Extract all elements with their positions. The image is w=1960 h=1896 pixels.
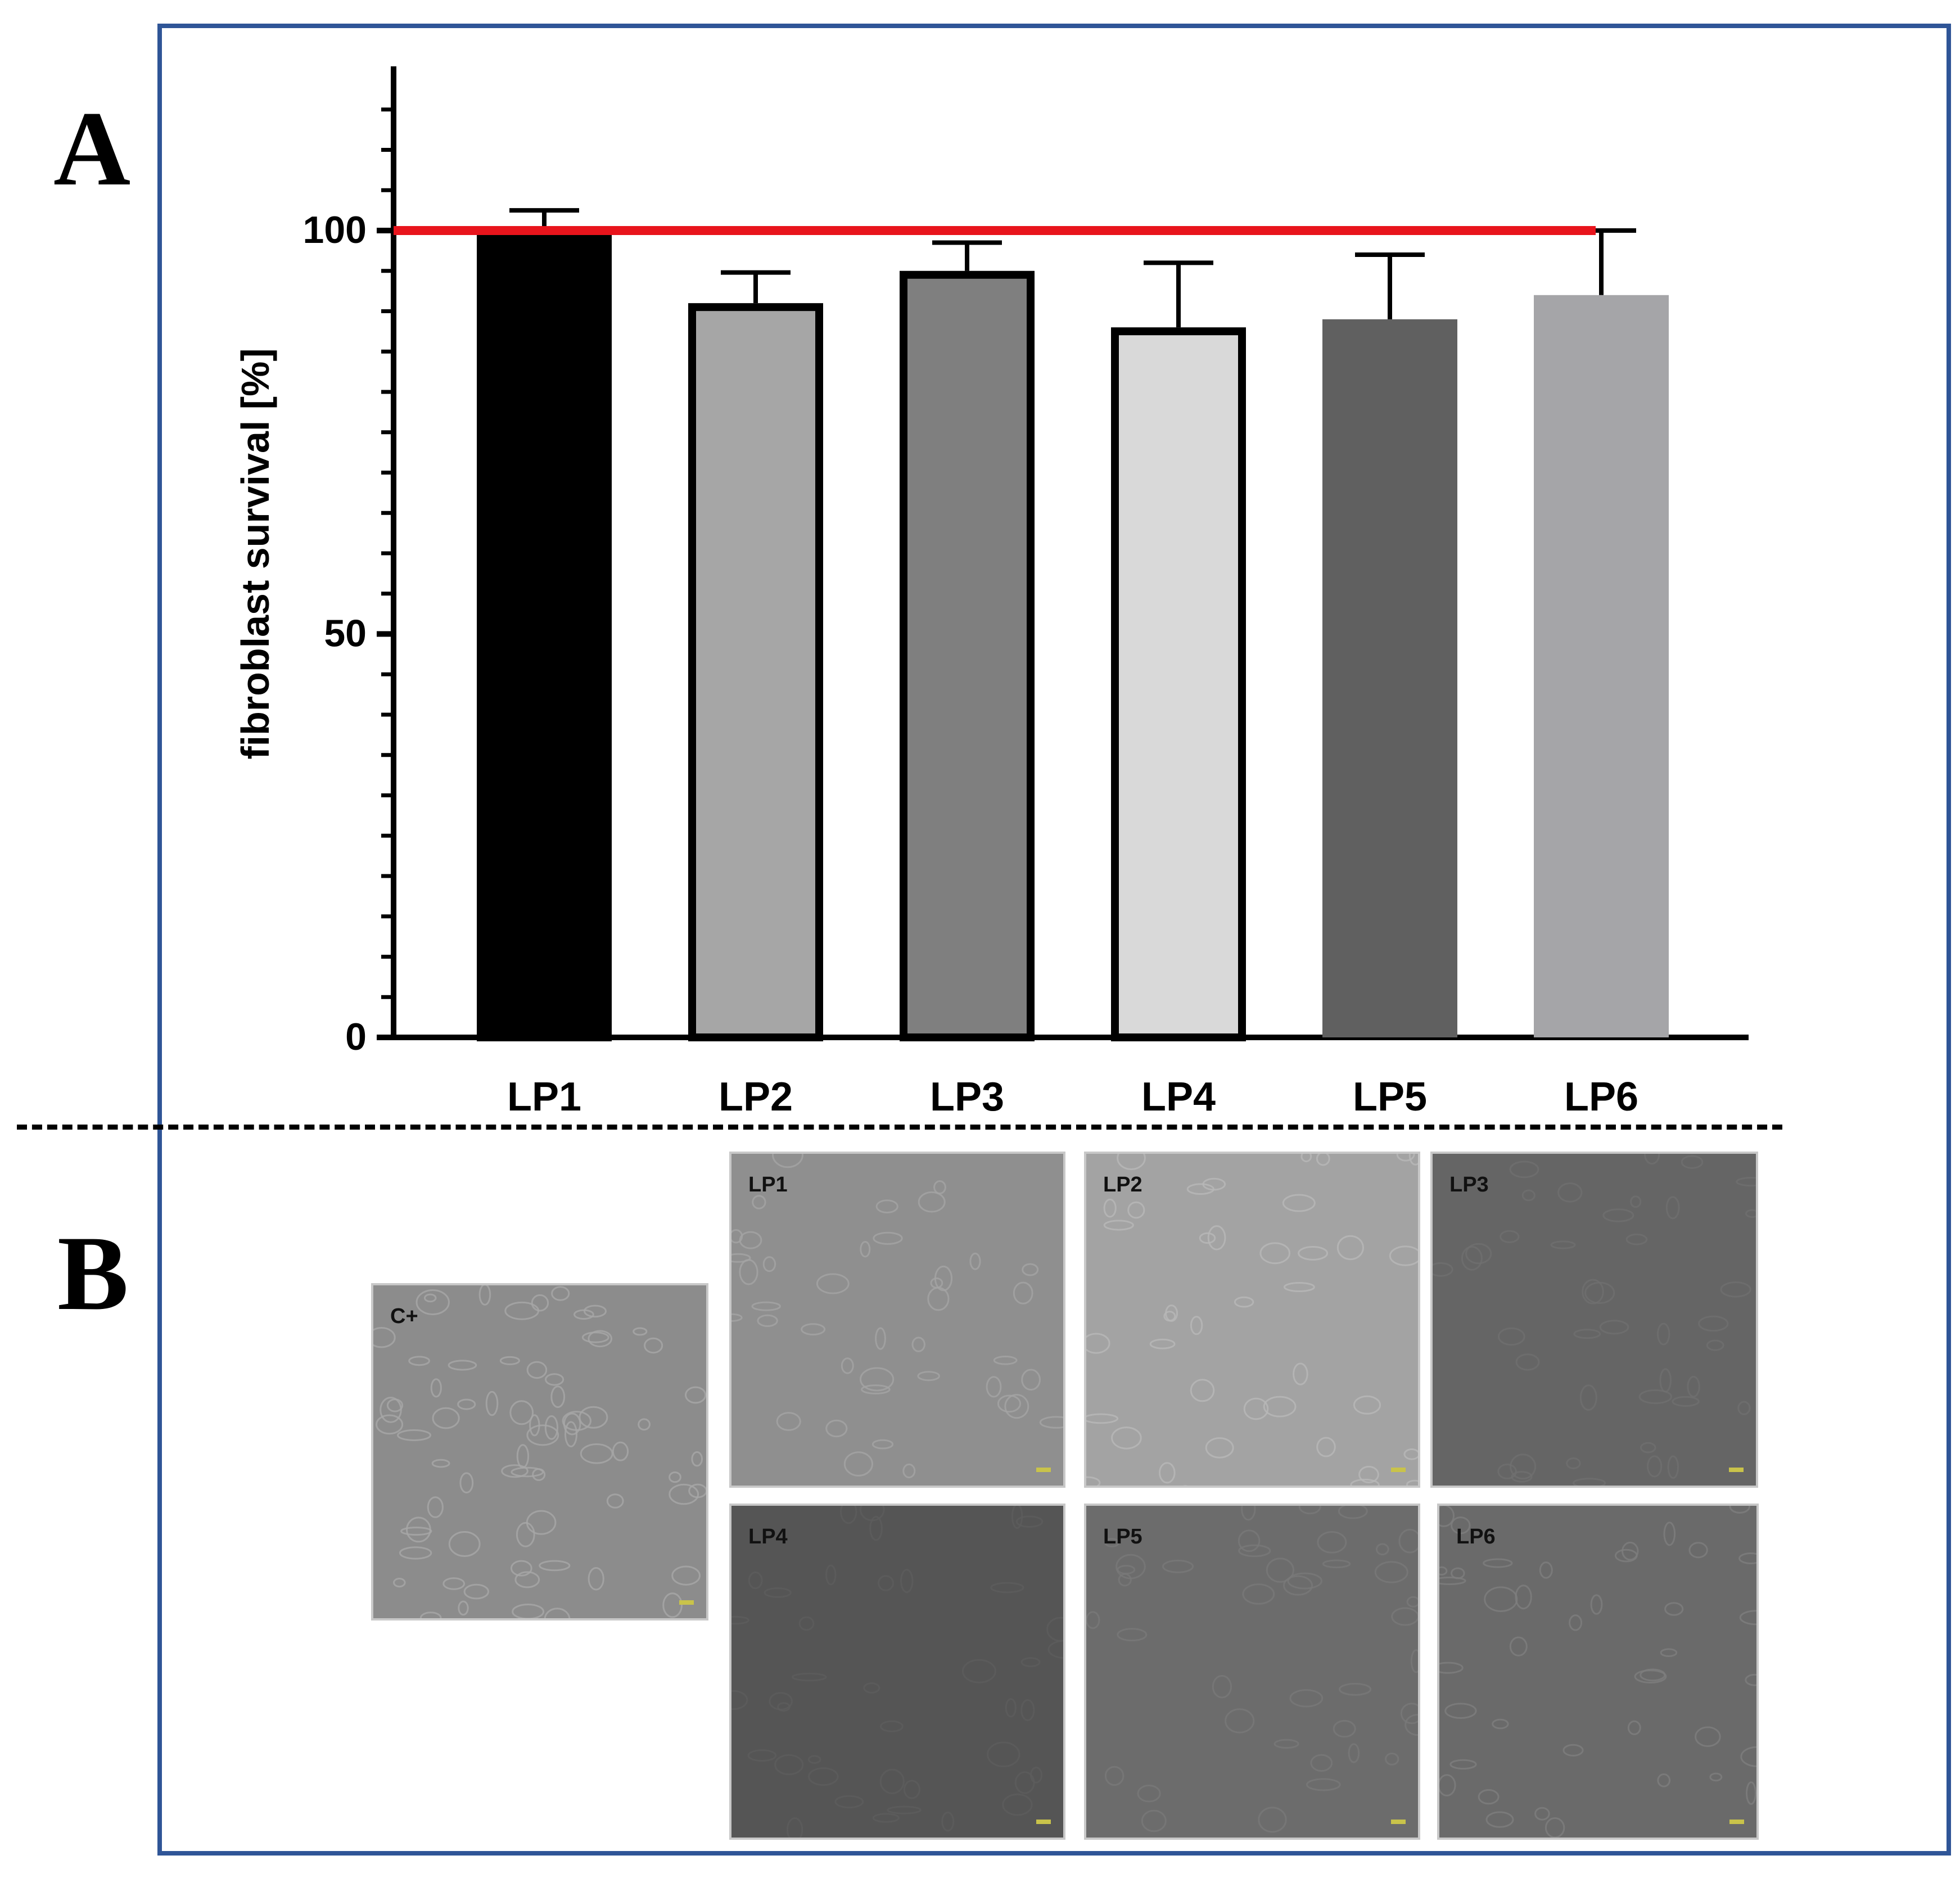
panel-a-label: A bbox=[53, 90, 131, 208]
micrograph-image bbox=[373, 1285, 706, 1618]
scale-bar bbox=[1036, 1468, 1051, 1472]
micrograph-image bbox=[1439, 1506, 1756, 1838]
micrograph-label: C+ bbox=[390, 1304, 418, 1328]
micrograph-image bbox=[731, 1154, 1063, 1486]
micrograph-lp3: LP3 bbox=[1430, 1152, 1758, 1488]
figure-frame bbox=[157, 24, 1951, 1856]
micrograph-label: LP4 bbox=[748, 1525, 788, 1549]
scale-bar bbox=[1729, 1468, 1744, 1472]
micrograph-lp2: LP2 bbox=[1084, 1152, 1420, 1488]
micrograph-label: LP3 bbox=[1449, 1173, 1489, 1197]
panel-b-label: B bbox=[57, 1215, 129, 1333]
bar-lp4 bbox=[1111, 327, 1246, 1042]
bar-lp3 bbox=[900, 270, 1035, 1041]
micrograph-image bbox=[1086, 1154, 1418, 1486]
scale-bar bbox=[679, 1600, 694, 1605]
micrograph-image bbox=[731, 1506, 1063, 1838]
micrograph-label: LP5 bbox=[1103, 1525, 1142, 1549]
scale-bar bbox=[1391, 1468, 1406, 1472]
panel-divider bbox=[17, 1125, 1782, 1130]
micrograph-label: LP2 bbox=[1103, 1173, 1142, 1197]
x-tick-label: LP5 bbox=[1353, 1075, 1427, 1119]
scale-bar bbox=[1036, 1820, 1051, 1824]
bar-lp6 bbox=[1534, 295, 1669, 1037]
x-tick-label: LP2 bbox=[719, 1075, 793, 1119]
micrograph-lp1: LP1 bbox=[729, 1152, 1065, 1488]
micrograph-lp6: LP6 bbox=[1437, 1504, 1759, 1840]
micrograph-image bbox=[1433, 1154, 1756, 1486]
y-axis-title: fibroblast survival [%] bbox=[233, 348, 277, 759]
scale-bar bbox=[1729, 1820, 1744, 1824]
micrograph-lp5: LP5 bbox=[1084, 1504, 1420, 1840]
bar-lp1 bbox=[477, 231, 612, 1041]
bar-lp2 bbox=[688, 303, 823, 1041]
micrograph-image bbox=[1086, 1506, 1418, 1838]
bar-chart: 0 50 100 fibroblast survival [%] LP1 LP2 LP3 LP… bbox=[233, 66, 1749, 1119]
x-tick-label: LP3 bbox=[930, 1075, 1004, 1119]
x-tick-label: LP6 bbox=[1564, 1075, 1638, 1119]
micrograph-control: C+ bbox=[371, 1283, 708, 1620]
x-tick-label: LP4 bbox=[1141, 1075, 1216, 1119]
scale-bar bbox=[1391, 1820, 1406, 1824]
x-tick-label: LP1 bbox=[507, 1075, 581, 1119]
micrograph-label: LP1 bbox=[748, 1173, 788, 1197]
y-tick-label: 0 bbox=[345, 1015, 367, 1058]
chart-labels: 0 50 100 fibroblast survival [%] LP1 LP2 LP3 LP… bbox=[233, 209, 1638, 1119]
micrograph-lp4: LP4 bbox=[729, 1504, 1065, 1840]
y-tick-label: 50 bbox=[324, 612, 367, 655]
bar-lp5 bbox=[1322, 319, 1457, 1037]
chart-bars bbox=[477, 231, 1669, 1042]
micrograph-label: LP6 bbox=[1456, 1525, 1496, 1549]
y-tick-label: 100 bbox=[303, 209, 367, 251]
